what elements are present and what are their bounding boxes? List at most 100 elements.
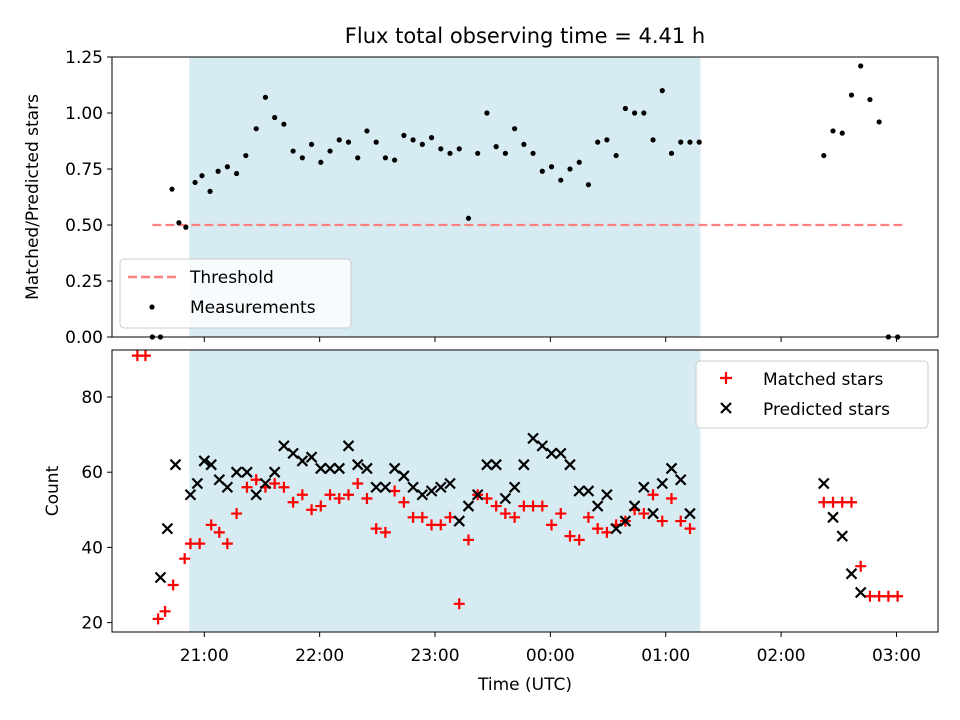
measurement-point [696,139,702,145]
bottom-y-tick-label: 20 [81,614,103,634]
matched-star-point [684,523,696,535]
measurement-point [281,121,287,127]
top-y-axis-label: Matched/Predicted stars [23,94,43,300]
matched-star-point [269,477,281,489]
predicted-star-point [221,481,234,494]
predicted-star-point [536,440,549,452]
matched-star-point [370,523,382,535]
measurement-point [392,157,398,163]
matched-star-point [435,519,447,531]
matched-star-point [656,515,668,527]
top-y-tick-label: 0.50 [65,216,103,236]
measurement-point [595,139,601,145]
predicted-star-point [545,447,558,460]
matched-legend-swatch [720,372,732,384]
measurement-point [207,188,213,194]
measurement-point [233,170,240,177]
predicted-star-point [388,462,401,475]
predicted-star-point [398,470,410,482]
matched-star-point [564,530,576,542]
matched-star-point [152,613,164,625]
matched-star-point [666,493,678,505]
matched-star-point [592,523,604,535]
predicted-star-point [361,462,373,475]
matched-star-point [462,534,474,546]
matched-star-point [389,485,401,497]
predicted-star-point [854,586,867,599]
predicted-star-point [198,455,211,467]
matched-star-point [536,500,548,512]
predicted-star-point [674,473,687,486]
top-panel-frame [111,56,939,338]
matched-star-point [398,496,410,508]
predicted-star-point [154,571,167,584]
measurement-point [243,152,249,159]
measurement-point [373,139,379,145]
predicted-star-point [444,477,456,490]
measurement-point [355,155,361,161]
top-legend: Threshold Measurements [119,258,352,329]
matched-star-point [573,534,585,546]
matched-star-point [184,538,196,550]
matched-star-point [546,519,558,531]
top-y-tick-label: 0.00 [65,328,103,348]
predicted-star-point [508,481,521,494]
predicted-star-point [407,481,419,494]
matched-star-point [818,496,830,508]
measurement-point [419,141,425,147]
predicted-star-point [296,455,309,467]
matched-star-point [167,579,179,591]
matched-star-point [194,538,206,550]
bottom-y-tick-label: 80 [81,388,103,408]
matched-star-point [205,519,217,531]
matched-star-point [827,496,839,508]
matched-star-point [499,508,511,520]
predicted-star-point [191,477,204,490]
measurement-point [876,119,882,125]
measurement-point [484,110,490,116]
top-y-tick-label: 0.75 [65,160,103,180]
predicted-star-point [184,488,197,501]
measurement-point [687,139,693,145]
x-tick-label: 00:00 [526,646,575,666]
predicted-star-point [619,515,632,527]
predicted-star-point [638,481,650,494]
predicted-star-point [250,488,262,501]
matched-star-point [139,350,151,362]
bottom-y-tick-label: 40 [81,538,103,558]
top-panel: 0.00 0.25 0.50 0.75 1.00 1.25 Matched/Predict… [23,48,939,348]
matched-star-point [250,474,262,486]
predicted-star-point [836,530,849,542]
measurement-point [585,182,592,188]
predicted-star-point [656,477,669,490]
measurement-point [262,94,269,100]
matched-star-point [213,526,225,538]
x-tick-label: 01:00 [641,646,690,666]
predicted-star-point [499,492,512,505]
matched-star-point [555,508,567,520]
top-legend-box [119,258,352,329]
x-tick-label: 23:00 [411,646,460,666]
predicted-star-point [342,440,355,452]
measurements-legend-swatch [149,304,155,310]
predicted-star-point [628,500,641,512]
measurement-point [199,173,205,179]
matched-star-point [426,519,438,531]
predicted-star-point [818,477,830,490]
matched-star-point [845,496,857,508]
measurement-point [650,137,656,143]
measurement-point [410,137,416,143]
x-tick-label: 21:00 [180,646,229,666]
predicted-star-point [554,447,567,460]
predicted-star-point [333,462,346,475]
matched-star-point [855,560,867,572]
matched-star-point [490,500,502,512]
matched-star-point [241,481,253,493]
measurement-point [493,144,499,150]
predicted-star-point [564,458,576,471]
matched-star-point [638,508,650,520]
matched-star-point [315,500,327,512]
matched-star-point [892,590,904,602]
predicted-star-point [481,458,493,471]
